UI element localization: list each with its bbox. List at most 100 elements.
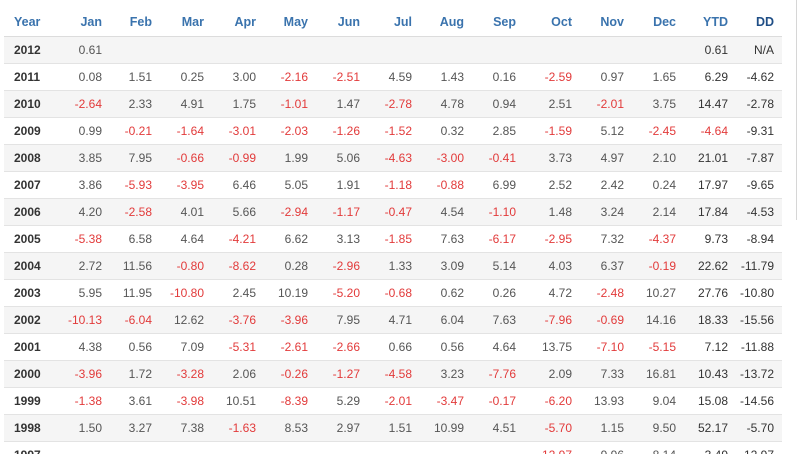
table-row: 2006 4.20 -2.58 4.01 5.66 -2.94 -1.17 -0.47 4.54… [4,198,782,226]
return-cell-feb: 3.61 [110,387,160,415]
drawdown-cell: -2.78 [736,90,782,118]
return-cell-may: -1.01 [264,90,316,118]
return-cell-may: -2.94 [264,198,316,226]
return-cell-sep [472,36,524,64]
return-cell-mar: 4.01 [160,198,212,226]
return-cell-oct: -12.97 [524,441,580,454]
column-header-mar[interactable]: Mar [160,8,212,37]
return-cell-jan: 2.72 [60,252,110,280]
return-cell-nov: 7.32 [580,225,632,253]
return-cell-jul: -4.63 [368,144,420,172]
drawdown-cell: -13.72 [736,360,782,388]
drawdown-cell: -12.97 [736,441,782,454]
return-cell-nov: 9.96 [580,441,632,454]
return-cell-apr: -0.99 [212,144,264,172]
column-header-aug[interactable]: Aug [420,8,472,37]
return-cell-oct: -2.95 [524,225,580,253]
ytd-cell: 9.73 [684,225,736,253]
return-cell-may: -2.03 [264,117,316,145]
drawdown-cell: N/A [736,36,782,64]
return-cell-jul: 4.59 [368,63,420,91]
return-cell-jun: -5.20 [316,279,368,307]
return-cell-feb: 3.27 [110,414,160,442]
table-row: 2003 5.95 11.95 -10.80 2.45 10.19 -5.20 -0.68 0.… [4,279,782,307]
return-cell-may: 5.05 [264,171,316,199]
return-cell-nov: 1.15 [580,414,632,442]
monthly-returns-table: Year Jan Feb Mar Apr May Jun Jul Aug Sep Oct Nov Dec… [4,8,782,454]
column-header-apr[interactable]: Apr [212,8,264,37]
year-cell: 1999 [4,387,60,415]
drawdown-cell: -10.80 [736,279,782,307]
return-cell-oct: 3.73 [524,144,580,172]
return-cell-dec: 0.24 [632,171,684,199]
column-header-jan[interactable]: Jan [60,8,110,37]
return-cell-jun: -1.17 [316,198,368,226]
return-cell-jun: -1.27 [316,360,368,388]
year-cell: 2005 [4,225,60,253]
year-cell: 2009 [4,117,60,145]
column-header-jun[interactable]: Jun [316,8,368,37]
column-header-feb[interactable]: Feb [110,8,160,37]
year-cell: 2002 [4,306,60,334]
return-cell-jul: -4.58 [368,360,420,388]
return-cell-nov: 6.37 [580,252,632,280]
return-cell-oct: 2.09 [524,360,580,388]
column-header-ytd[interactable]: YTD [684,8,736,37]
return-cell-feb: 0.56 [110,333,160,361]
return-cell-sep: 2.85 [472,117,524,145]
ytd-cell: 14.47 [684,90,736,118]
return-cell-jan: -5.38 [60,225,110,253]
drawdown-cell: -4.62 [736,63,782,91]
return-cell-oct: 2.51 [524,90,580,118]
drawdown-cell: -9.31 [736,117,782,145]
column-header-dec[interactable]: Dec [632,8,684,37]
return-cell-aug: 4.78 [420,90,472,118]
table-row: 1998 1.50 3.27 7.38 -1.63 8.53 2.97 1.51 10.99 4.… [4,414,782,442]
table-row: 2005 -5.38 6.58 4.64 -4.21 6.62 3.13 -1.85 7.63-… [4,225,782,253]
return-cell-feb: -6.04 [110,306,160,334]
return-cell-oct: -5.70 [524,414,580,442]
return-cell-jun [316,441,368,454]
return-cell-dec: 3.75 [632,90,684,118]
ytd-cell: -4.64 [684,117,736,145]
return-cell-jun: 1.91 [316,171,368,199]
return-cell-aug: -0.88 [420,171,472,199]
return-cell-nov: 5.12 [580,117,632,145]
return-cell-aug: 3.09 [420,252,472,280]
ytd-cell: 10.43 [684,360,736,388]
column-header-may[interactable]: May [264,8,316,37]
table-row: 2001 4.38 0.56 7.09 -5.31 -2.61 -2.66 0.66 0.56 4… [4,333,782,361]
column-header-jul[interactable]: Jul [368,8,420,37]
return-cell-dec: 9.50 [632,414,684,442]
column-header-sep[interactable]: Sep [472,8,524,37]
return-cell-may: 6.62 [264,225,316,253]
return-cell-jul: 0.66 [368,333,420,361]
year-cell: 2006 [4,198,60,226]
return-cell-jul: -0.68 [368,279,420,307]
return-cell-jan: -2.64 [60,90,110,118]
table-row: 2011 0.08 1.51 0.25 3.00 -2.16 -2.51 4.59 1.43 0.… [4,63,782,91]
column-header-nov[interactable]: Nov [580,8,632,37]
return-cell-dec: -4.37 [632,225,684,253]
return-cell-feb: 1.51 [110,63,160,91]
return-cell-feb [110,36,160,64]
return-cell-aug: -3.47 [420,387,472,415]
year-cell: 2008 [4,144,60,172]
return-cell-dec: 16.81 [632,360,684,388]
return-cell-sep: -0.17 [472,387,524,415]
return-cell-feb: 2.33 [110,90,160,118]
ytd-cell: 27.76 [684,279,736,307]
column-header-year[interactable]: Year [4,8,60,37]
return-cell-apr: -1.63 [212,414,264,442]
ytd-cell: 17.84 [684,198,736,226]
return-cell-dec: 10.27 [632,279,684,307]
return-cell-aug: 3.23 [420,360,472,388]
return-cell-nov [580,36,632,64]
column-header-dd[interactable]: DD [736,8,782,37]
return-cell-apr: -3.76 [212,306,264,334]
return-cell-sep: 4.51 [472,414,524,442]
return-cell-nov: 0.97 [580,63,632,91]
column-header-oct[interactable]: Oct [524,8,580,37]
return-cell-jun: 2.97 [316,414,368,442]
